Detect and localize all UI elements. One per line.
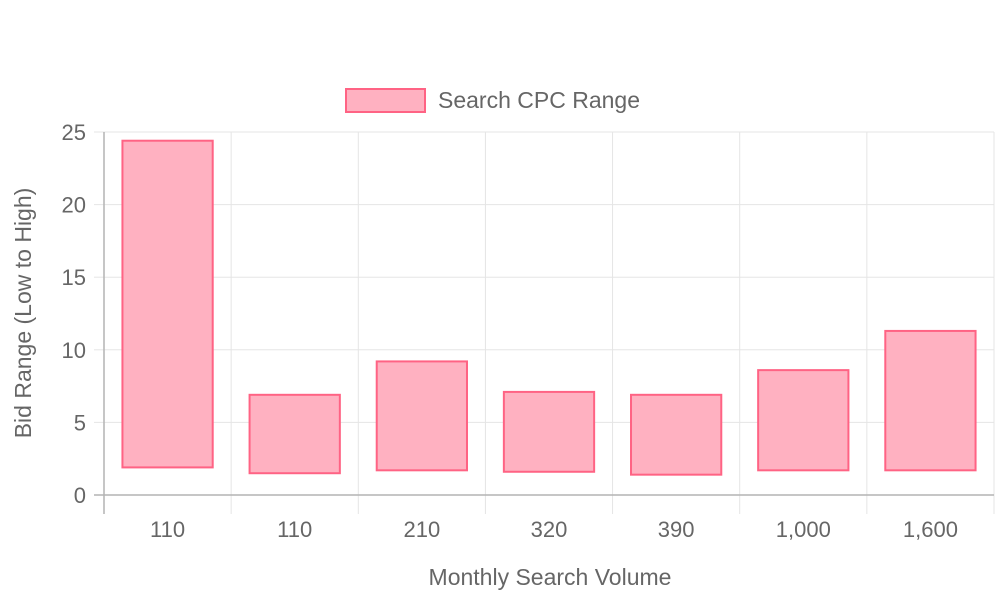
x-tick-label: 110 [150, 517, 185, 542]
y-tick-label: 20 [62, 193, 86, 218]
x-tick-label: 210 [403, 517, 440, 542]
y-tick-label: 10 [62, 338, 86, 363]
bar-1[interactable] [121, 139, 214, 469]
y-tick-label: 5 [74, 410, 86, 435]
bar-2[interactable] [248, 393, 341, 475]
legend[interactable]: Search CPC Range [345, 87, 640, 113]
x-tick-label: 1,600 [903, 517, 958, 542]
y-axis-title: Bid Range (Low to High) [10, 188, 36, 439]
x-tick-label: 390 [658, 517, 695, 542]
y-tick-label: 25 [62, 120, 86, 145]
bar-6[interactable] [757, 369, 850, 472]
bar-3[interactable] [375, 360, 468, 472]
legend-swatch[interactable] [345, 88, 426, 113]
legend-label[interactable]: Search CPC Range [438, 87, 640, 113]
bar-7[interactable] [884, 329, 977, 472]
bar-4[interactable] [502, 390, 596, 473]
bar-5[interactable] [630, 393, 723, 476]
axes: 0 5 10 15 20 25 110 110 210 320 390 1,000 1,600 [62, 120, 994, 542]
x-tick-label: 110 [277, 517, 312, 542]
bar-series [121, 139, 977, 476]
x-tick-label: 1,000 [776, 517, 831, 542]
grid-lines [94, 131, 995, 514]
x-axis-title: Monthly Search Volume [429, 564, 672, 590]
y-tick-label: 15 [62, 265, 86, 290]
x-tick-label: 320 [531, 517, 568, 542]
y-tick-label: 0 [74, 483, 86, 508]
